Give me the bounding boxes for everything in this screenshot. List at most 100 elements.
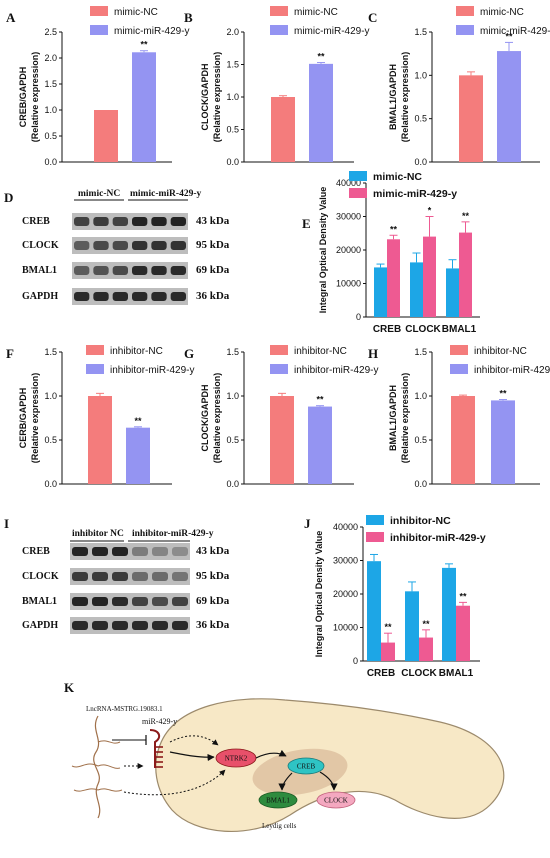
legend-swatch: [86, 345, 104, 355]
bar: [405, 591, 419, 661]
lncrna-loop-4: [97, 788, 123, 792]
cell-label: Leydig cells: [262, 822, 297, 830]
panel-letter-h: H: [368, 346, 378, 361]
blot-band: [151, 292, 167, 301]
legend-swatch: [270, 364, 288, 374]
legend-label: inhibitor-miR-429-y: [294, 365, 378, 376]
y-tick-label: 20000: [333, 589, 358, 599]
y-tick-label: 40000: [333, 522, 358, 532]
legend-label: inhibitor-miR-429-y: [474, 365, 550, 376]
lncrna-strand: [93, 715, 101, 819]
significance-label: **: [459, 591, 467, 601]
mir-to-ntrk2-dashed: [169, 735, 219, 746]
legend-label: inhibitor-NC: [390, 515, 451, 527]
blot-band: [132, 547, 148, 556]
bar: [381, 642, 395, 661]
y-axis-label-2: (Relative expression): [212, 373, 222, 464]
mirna-hairpin: [149, 729, 161, 768]
panel-letter-c: C: [368, 10, 377, 25]
x-tick-label: CREB: [367, 668, 395, 679]
creb-label: CREB: [297, 763, 316, 771]
y-tick-label: 0.0: [414, 157, 427, 167]
blot-band: [170, 217, 186, 226]
y-tick-label: 30000: [336, 212, 361, 222]
blot-band: [132, 621, 148, 630]
y-axis-label-2: (Relative expression): [212, 52, 222, 143]
legend-swatch: [86, 364, 104, 374]
blot-band: [92, 572, 108, 581]
creb-node: [287, 757, 325, 775]
legend-label: mimic-miR-429-y: [294, 26, 370, 37]
legend-swatch: [450, 345, 468, 355]
y-tick-label: 0.5: [44, 131, 57, 141]
y-axis-label: CLOCK/GAPDH: [200, 385, 210, 452]
legend-swatch: [366, 532, 384, 542]
y-tick-label: 0.0: [226, 157, 239, 167]
lnc-to-ntrk2-dashed: [123, 769, 226, 796]
blot-kda-label: 95 kDa: [196, 570, 230, 582]
ntrk2-label: NTRK2: [225, 755, 248, 763]
y-tick-label: 2.0: [226, 27, 239, 37]
x-tick-label: BMAL1: [439, 668, 474, 679]
y-tick-label: 1.0: [44, 391, 57, 401]
blot-kda-label: 36 kDa: [196, 619, 230, 631]
y-tick-label: 0.5: [414, 114, 427, 124]
blot-band: [112, 241, 128, 250]
bar: [446, 268, 459, 317]
legend-swatch: [366, 515, 384, 525]
significance-label: **: [505, 31, 513, 41]
y-tick-label: 1.5: [226, 60, 239, 70]
y-tick-label: 0.5: [226, 435, 239, 445]
blot-kda-label: 69 kDa: [196, 595, 230, 607]
y-axis-label: Integral Optical Density Value: [314, 531, 324, 658]
bar: [497, 51, 521, 162]
blot-band: [170, 266, 186, 275]
blot-band: [132, 292, 148, 301]
panel-letter-k: K: [64, 680, 75, 695]
y-tick-label: 1.0: [414, 70, 427, 80]
blot-band: [92, 597, 108, 606]
significance-label: **: [317, 52, 325, 62]
bar: [459, 232, 472, 317]
lncrna-loop-5: [73, 788, 99, 792]
blot-band: [152, 572, 168, 581]
bar: [442, 567, 456, 661]
blot-band: [132, 217, 148, 226]
bar: [456, 605, 470, 661]
y-tick-label: 20000: [336, 245, 361, 255]
blot-band: [172, 597, 188, 606]
bar: [410, 262, 423, 317]
legend-swatch: [456, 25, 474, 35]
blot-kda-label: 43 kDa: [196, 545, 230, 557]
legend-label: mimic-miR-429-y: [480, 26, 550, 37]
blot-band: [152, 597, 168, 606]
mir-to-ntrk2-solid: [169, 751, 215, 762]
pathway-diagram-k: LncRNA-MSTRG.19083.1 miR-429-y NTRK2: [71, 698, 505, 832]
significance-label: *: [428, 206, 432, 216]
bar: [132, 52, 156, 162]
legend-label: mimic-miR-429-y: [114, 26, 190, 37]
y-axis-label: CREB/GAPDH: [18, 67, 28, 128]
y-axis-label: BMAL1/GAPDH: [388, 64, 398, 130]
legend-label: mimic-NC: [294, 7, 338, 18]
y-axis-label-2: (Relative expression): [30, 52, 40, 143]
y-tick-label: 1.5: [414, 27, 427, 37]
blot-kda-label: 69 kDa: [196, 264, 230, 276]
blot-band: [72, 547, 88, 556]
y-tick-label: 1.5: [414, 347, 427, 357]
legend-swatch: [270, 345, 288, 355]
blot-band: [72, 597, 88, 606]
x-tick-label: CLOCK: [401, 668, 437, 679]
blot-protein-label: GAPDH: [22, 291, 58, 302]
legend-label: mimic-NC: [480, 7, 524, 18]
chart-a-creb-mimic: 0.0 0.5 1.0 1.5 2.0 2.5 CREB/GAPDH (Relative ex…: [18, 6, 190, 167]
creb-to-clock-arrow: [319, 771, 338, 791]
y-axis-label-2: (Relative expression): [400, 373, 410, 464]
blot-kda-label: 95 kDa: [196, 239, 230, 251]
legend-label: mimic-NC: [114, 7, 158, 18]
y-tick-label: 0.0: [44, 479, 57, 489]
y-tick-label: 2.5: [44, 27, 57, 37]
creb-to-bmal1-arrow: [278, 772, 293, 791]
y-tick-label: 2.0: [44, 53, 57, 63]
